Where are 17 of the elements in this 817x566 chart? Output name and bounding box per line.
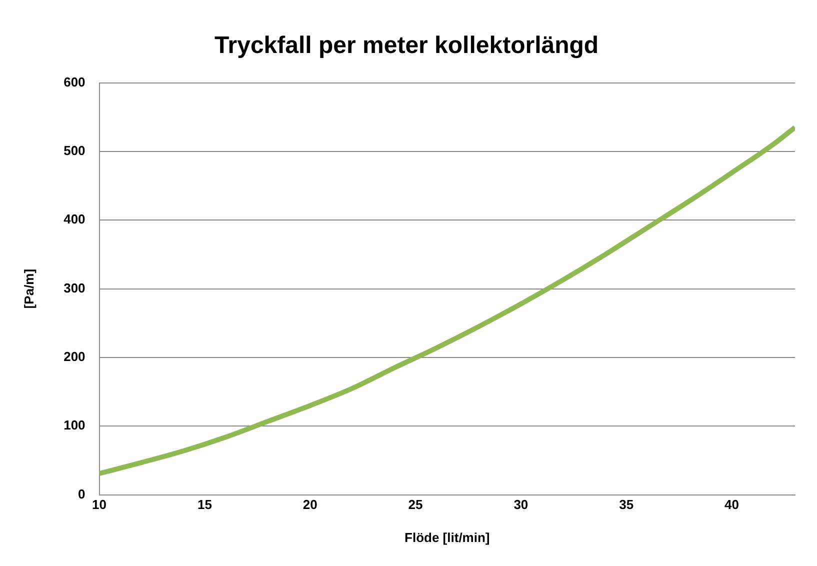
x-tick-label: 25 bbox=[408, 497, 423, 512]
y-tick-label: 300 bbox=[64, 280, 86, 296]
y-tick-label: 0 bbox=[78, 486, 86, 502]
y-tick-label: 600 bbox=[64, 74, 86, 90]
y-tick-label: 100 bbox=[64, 418, 86, 433]
chart-title: Tryckfall per meter kollektorlängd bbox=[214, 32, 599, 60]
x-tick-label: 10 bbox=[92, 497, 107, 512]
x-tick-label: 30 bbox=[514, 497, 528, 512]
x-tick-label: 40 bbox=[724, 497, 739, 512]
y-tick-label: 400 bbox=[64, 212, 86, 227]
x-tick-label: 15 bbox=[197, 497, 212, 512]
y-tick-label: 200 bbox=[64, 349, 86, 364]
y-tick-label: 500 bbox=[64, 143, 86, 158]
x-tick-label: 35 bbox=[619, 497, 634, 512]
y-axis-title: [Pa/m] bbox=[21, 268, 36, 309]
x-tick-label: 20 bbox=[302, 497, 318, 512]
x-axis-title: Flöde [lit/min] bbox=[404, 530, 490, 545]
